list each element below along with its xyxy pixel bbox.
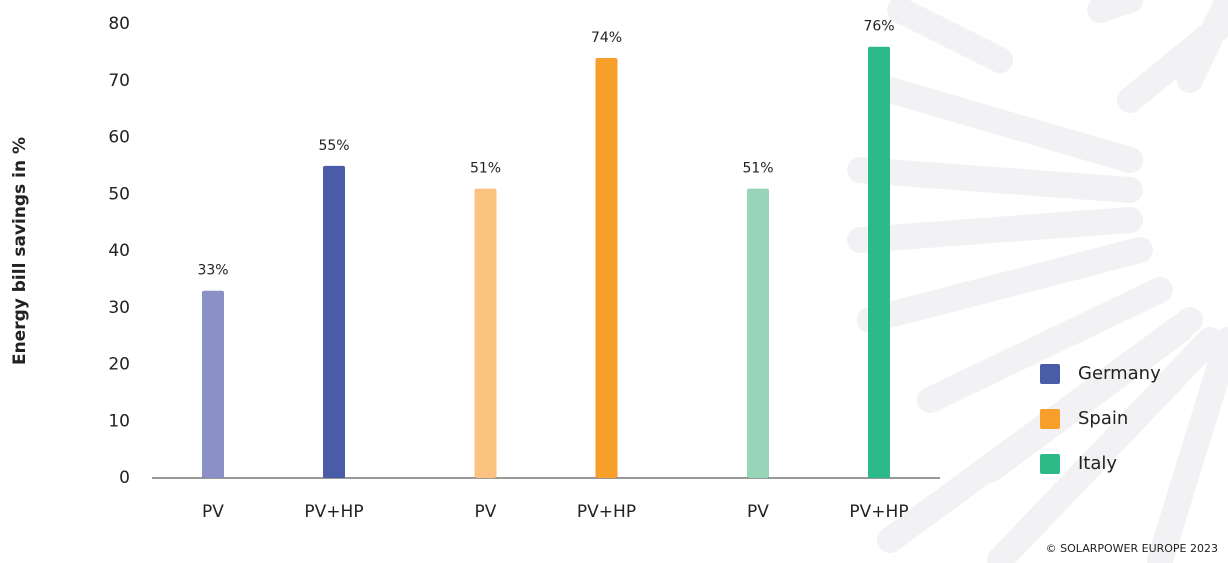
y-tick-label: 80: [108, 14, 130, 34]
value-label: 51%: [470, 161, 501, 177]
legend-swatch: [1040, 364, 1060, 384]
bar: [868, 47, 890, 478]
ray: [860, 170, 1130, 190]
bar: [202, 291, 224, 478]
x-tick-label: PV: [475, 502, 497, 522]
legend-label: Spain: [1078, 408, 1128, 429]
ray: [1100, 0, 1130, 10]
value-label: 33%: [197, 263, 228, 279]
ray: [900, 10, 1000, 60]
y-tick-label: 20: [108, 355, 130, 375]
y-tick-label: 30: [108, 298, 130, 318]
ray: [890, 90, 1130, 160]
footer: © SOLARPOWER EUROPE 2023: [1046, 542, 1218, 555]
y-tick-label: 60: [108, 128, 130, 148]
x-tick-label: PV: [747, 502, 769, 522]
y-tick-label: 50: [108, 184, 130, 204]
legend-label: Germany: [1078, 363, 1161, 384]
bar: [747, 189, 769, 478]
bar: [475, 189, 497, 478]
y-tick-label: 70: [108, 71, 130, 91]
x-tick-label: PV+HP: [849, 502, 908, 522]
legend-swatch: [1040, 454, 1060, 474]
value-label: 51%: [742, 161, 773, 177]
ray: [1190, 0, 1228, 80]
ray: [860, 220, 1130, 240]
y-axis-label: Energy bill savings in %: [10, 137, 30, 365]
chart: Energy bill savings in % © SOLARPOWER EU…: [0, 0, 1228, 563]
value-label: 76%: [863, 19, 894, 35]
value-label: 74%: [591, 30, 622, 46]
x-tick-label: PV+HP: [577, 502, 636, 522]
legend-swatch: [1040, 409, 1060, 429]
background-rays: [860, 0, 1228, 560]
x-tick-label: PV: [202, 502, 224, 522]
value-label: 55%: [318, 138, 349, 154]
bar: [323, 166, 345, 478]
y-tick-label: 0: [119, 468, 130, 488]
legend-label: Italy: [1078, 453, 1117, 474]
x-tick-label: PV+HP: [304, 502, 363, 522]
bar: [596, 58, 618, 478]
y-tick-label: 40: [108, 241, 130, 261]
y-tick-label: 10: [108, 411, 130, 431]
